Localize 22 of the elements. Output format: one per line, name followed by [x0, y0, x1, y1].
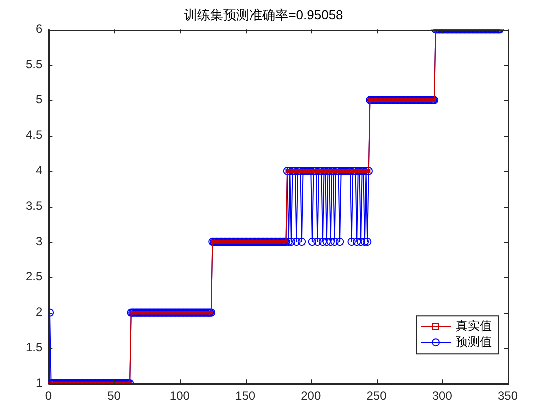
x-tick-label: 0: [45, 389, 52, 404]
y-tick-label: 1: [36, 376, 43, 390]
y-tick-label: 5: [36, 92, 43, 107]
y-tick-label: 2.5: [26, 270, 43, 284]
legend-label: 真实值: [456, 318, 492, 333]
x-tick-label: 50: [108, 389, 122, 404]
y-tick-label: 3.5: [26, 198, 43, 213]
y-tick-label: 4: [36, 164, 43, 178]
y-tick-label: 3: [36, 234, 43, 248]
y-tick-label: 4.5: [26, 128, 43, 142]
y-tick-label: 2: [36, 305, 43, 320]
y-tick-label: 1.5: [26, 340, 43, 355]
x-tick-label: 200: [301, 389, 322, 404]
x-tick-label: 100: [170, 389, 190, 404]
x-tick-label: 250: [366, 389, 388, 404]
x-tick-label: 350: [498, 389, 518, 404]
chart-title: 训练集预测准确率=0.95058: [184, 7, 344, 22]
y-tick-label: 6: [36, 22, 43, 36]
x-tick-label: 300: [432, 389, 453, 404]
x-tick-label: 150: [236, 389, 256, 404]
legend-label: 预测值: [456, 334, 492, 349]
y-tick-label: 5.5: [26, 57, 43, 72]
